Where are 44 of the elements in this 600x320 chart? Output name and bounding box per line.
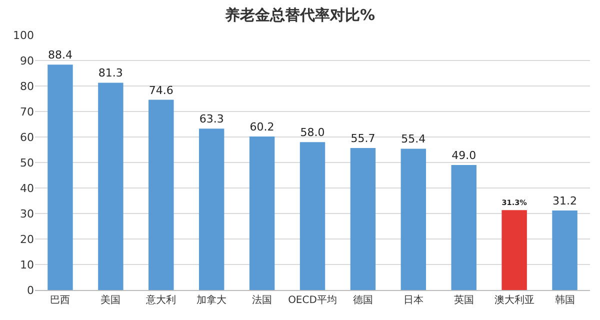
y-tick-label: 90 (20, 54, 34, 68)
x-tick-label: 加拿大 (196, 294, 227, 306)
x-tick-label: OECD平均 (288, 294, 337, 306)
y-tick-label: 40 (20, 182, 34, 195)
data-label: 55.7 (350, 132, 376, 145)
x-tick-label: 日本 (403, 294, 424, 306)
bar (249, 136, 275, 290)
y-tick-label: 20 (20, 232, 34, 246)
bar (98, 82, 124, 290)
x-tick-label: 澳大利亚 (494, 294, 534, 306)
bar (502, 210, 527, 290)
x-tick-label: 美国 (100, 294, 121, 306)
x-tick-label: 德国 (352, 295, 373, 306)
y-tick-label: 100 (13, 28, 34, 42)
bar (451, 165, 476, 290)
chart-title: 养老金总替代率对比% (224, 6, 376, 24)
x-tick-label: 法国 (252, 294, 272, 306)
y-tick-label: 70 (20, 105, 34, 118)
data-label: 88.4 (48, 48, 72, 62)
x-tick-label: 韩国 (554, 294, 575, 306)
x-tick-label: 意大利 (145, 294, 176, 306)
bar (400, 148, 426, 290)
bar (300, 142, 326, 290)
x-tick-label: 英国 (454, 294, 474, 306)
y-tick-label: 60 (20, 130, 34, 144)
data-label: 58.0 (300, 126, 325, 140)
data-label: 55.4 (401, 132, 426, 146)
y-tick-label: 0 (27, 284, 34, 297)
data-label: 74.6 (148, 84, 174, 97)
x-tick-label: 巴西 (50, 295, 70, 306)
data-label: 81.3 (98, 66, 123, 80)
data-label: 31.2 (552, 194, 578, 208)
bar (552, 210, 578, 290)
y-tick-label: 10 (20, 258, 34, 272)
y-tick-label: 80 (20, 80, 34, 93)
data-label: 63.3 (199, 112, 224, 126)
y-tick-label: 50 (20, 156, 34, 170)
bar (148, 100, 174, 290)
bar (198, 128, 224, 290)
bar (48, 64, 73, 290)
data-label: 60.2 (250, 120, 274, 134)
y-tick-label: 30 (20, 207, 34, 220)
data-label: 49.0 (452, 149, 476, 162)
bar (350, 148, 376, 290)
